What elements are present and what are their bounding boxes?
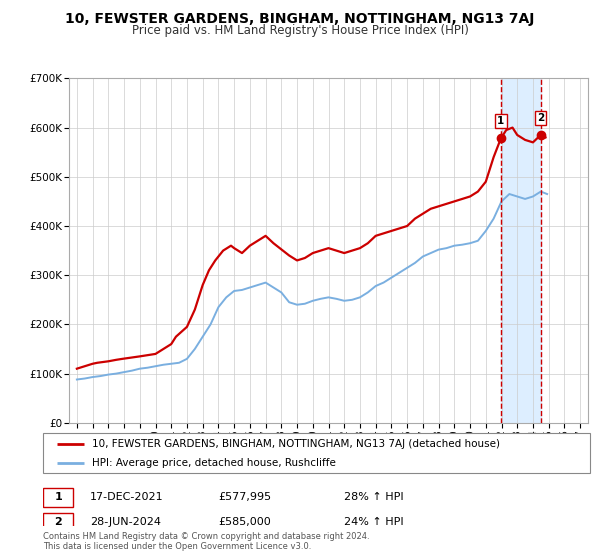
Text: 2: 2 [55,517,62,528]
Text: 1: 1 [497,116,505,126]
Text: 1: 1 [55,492,62,502]
Text: 2: 2 [537,113,544,123]
Text: £585,000: £585,000 [218,517,271,528]
Text: 10, FEWSTER GARDENS, BINGHAM, NOTTINGHAM, NG13 7AJ (detached house): 10, FEWSTER GARDENS, BINGHAM, NOTTINGHAM… [92,439,500,449]
Text: 17-DEC-2021: 17-DEC-2021 [90,492,163,502]
Text: 24% ↑ HPI: 24% ↑ HPI [344,517,404,528]
Text: Price paid vs. HM Land Registry's House Price Index (HPI): Price paid vs. HM Land Registry's House … [131,24,469,37]
Text: 28% ↑ HPI: 28% ↑ HPI [344,492,404,502]
Text: 10, FEWSTER GARDENS, BINGHAM, NOTTINGHAM, NG13 7AJ: 10, FEWSTER GARDENS, BINGHAM, NOTTINGHAM… [65,12,535,26]
FancyBboxPatch shape [43,488,73,507]
Text: 28-JUN-2024: 28-JUN-2024 [90,517,161,528]
Text: £577,995: £577,995 [218,492,271,502]
Text: HPI: Average price, detached house, Rushcliffe: HPI: Average price, detached house, Rush… [92,458,337,468]
FancyBboxPatch shape [43,433,590,473]
Text: Contains HM Land Registry data © Crown copyright and database right 2024.
This d: Contains HM Land Registry data © Crown c… [43,532,370,552]
Bar [501,78,541,423]
FancyBboxPatch shape [43,513,73,532]
